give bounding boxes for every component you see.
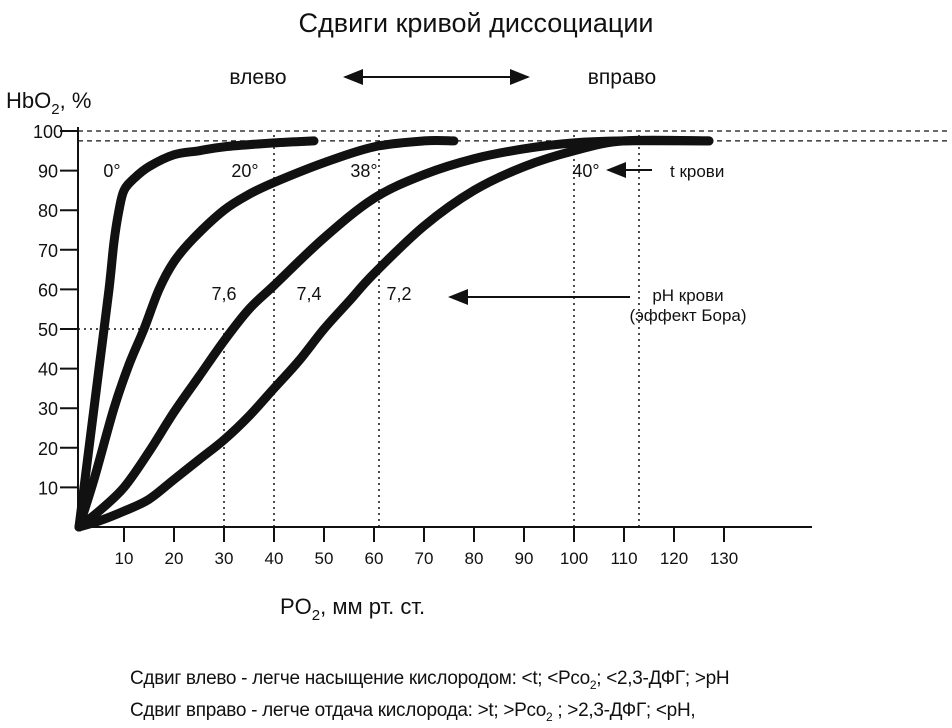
- dissociation-curve: [74, 136, 319, 532]
- footer-line-left-shift: Сдвиг влево - легче насыщение кислородом…: [130, 668, 730, 692]
- y-axis-label: HbO2, %: [6, 88, 91, 118]
- y-tick-label: 20: [38, 439, 58, 459]
- x-tick-label: 100: [560, 549, 588, 568]
- x-tick-label: 110: [610, 549, 637, 568]
- x-tick-label: 40: [265, 549, 284, 568]
- x-tick-label: 30: [215, 549, 234, 568]
- y-tick-label: 40: [38, 360, 58, 380]
- y-tick-label: 90: [38, 162, 58, 182]
- y-tick-label: 10: [38, 478, 58, 498]
- x-tick-label: 70: [415, 549, 434, 568]
- chart-title: Сдвиги кривой диссоциации: [298, 8, 653, 38]
- temperature-label: 40°: [572, 161, 599, 181]
- y-tick-label: 60: [38, 280, 58, 300]
- ph-label: 7,2: [386, 284, 411, 304]
- temperature-arrow-label: t крови: [670, 162, 724, 181]
- x-tick-label: 60: [365, 549, 384, 568]
- x-tick-label: 80: [465, 549, 484, 568]
- y-tick-label: 70: [38, 241, 58, 261]
- dissociation-curve: [74, 135, 714, 532]
- shift-right-label: вправо: [588, 66, 657, 89]
- y-tick-label: 100: [33, 122, 63, 142]
- footer-line-right-shift: Сдвиг вправо - легче отдача кислорода: >…: [130, 700, 696, 724]
- x-tick-label: 90: [515, 549, 534, 568]
- x-tick-label: 50: [315, 549, 334, 568]
- x-tick-label: 130: [710, 549, 738, 568]
- shift-left-label: влево: [229, 66, 286, 89]
- ph-label: 7,6: [211, 284, 236, 304]
- bohr-effect-label: (эффект Бора): [629, 306, 746, 325]
- temperature-label: 0°: [103, 161, 120, 181]
- temperature-label: 20°: [231, 161, 258, 181]
- temperature-label: 38°: [350, 161, 377, 181]
- ph-label: 7,4: [296, 284, 321, 304]
- dissociation-curve: [74, 135, 459, 532]
- x-axis-label: PO2, мм рт. ст.: [280, 594, 425, 624]
- x-tick-label: 10: [115, 549, 134, 568]
- ph-arrow-label: pH крови: [652, 286, 723, 305]
- y-tick-label: 30: [38, 399, 58, 419]
- x-tick-label: 20: [165, 549, 184, 568]
- dissociation-curve: [74, 136, 714, 532]
- y-tick-label: 50: [38, 320, 58, 340]
- x-tick-label: 120: [660, 549, 688, 568]
- y-tick-label: 80: [38, 201, 58, 221]
